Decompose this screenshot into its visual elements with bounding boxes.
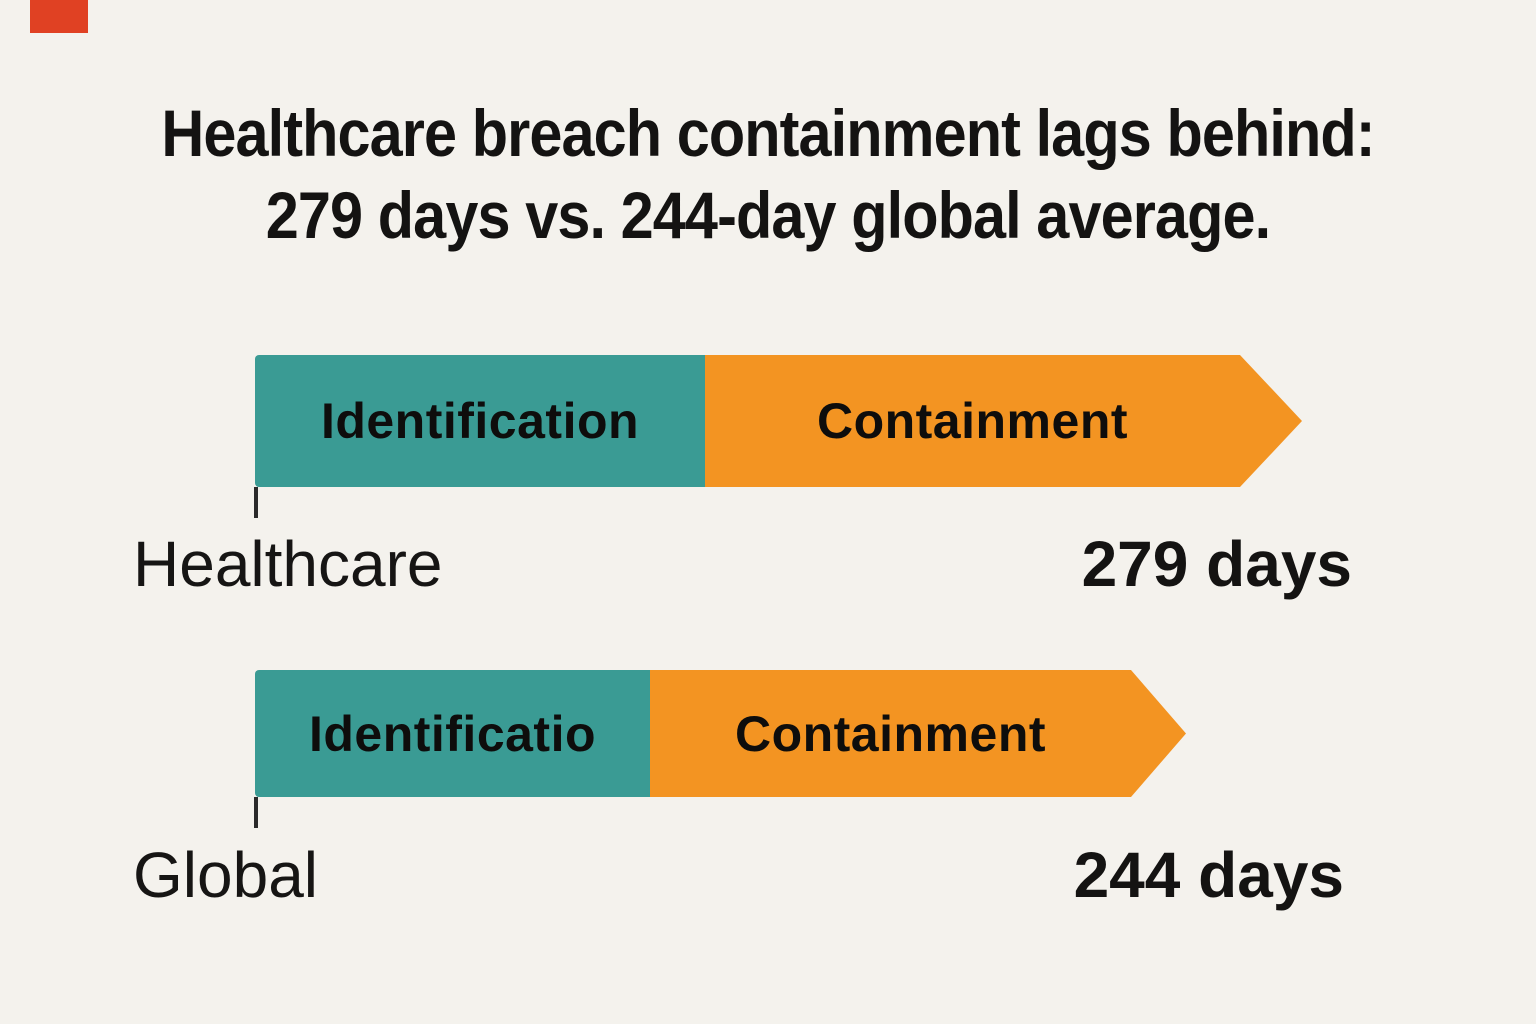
red-brand-marker [30,0,88,33]
axis-tick-global [254,797,258,828]
category-label-global: Global [133,839,318,911]
chart-title: Healthcare breach containment lags behin… [77,92,1459,256]
segment-identification-global: Identificatio [255,670,650,797]
segment-identification-healthcare: Identification [255,355,705,487]
segment-identification-label: Identificatio [308,705,597,762]
axis-tick-healthcare [254,487,258,518]
value-label-healthcare: 279 days [1081,528,1352,600]
bar-healthcare: Identification Containment [255,355,1302,487]
category-label-healthcare: Healthcare [133,528,443,600]
segment-containment-healthcare: Containment [705,355,1302,487]
value-label-global: 244 days [1073,839,1344,911]
segment-identification-label: Identification [320,393,640,449]
segment-containment-global: Containment [650,670,1186,797]
bar-global: Identificatio Containment [255,670,1186,797]
chart-title-line-2: 279 days vs. 244-day global average. [265,178,1271,252]
chart-title-line-1: Healthcare breach containment lags behin… [161,96,1375,170]
segment-containment-label: Containment [734,705,1047,762]
segment-containment-label: Containment [816,393,1129,449]
